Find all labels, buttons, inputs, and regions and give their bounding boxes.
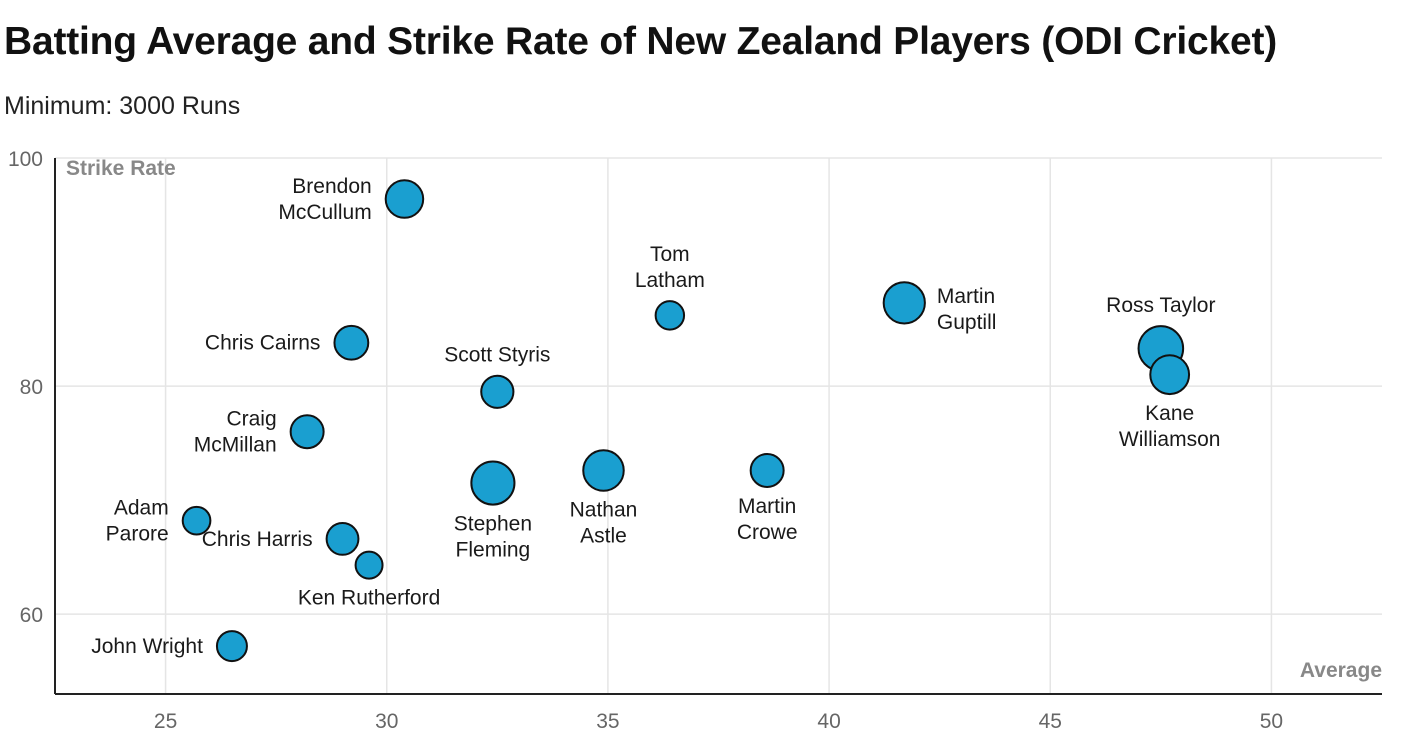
chart-subtitle: Minimum: 3000 Runs bbox=[4, 92, 241, 120]
data-point bbox=[470, 460, 516, 506]
x-tick-label: 50 bbox=[1260, 710, 1283, 733]
x-tick-label: 40 bbox=[817, 710, 840, 733]
data-point bbox=[181, 505, 212, 536]
point-label: Chris Harris bbox=[202, 528, 313, 551]
x-tick-label: 45 bbox=[1039, 710, 1062, 733]
point-label: Stephen Fleming bbox=[454, 513, 532, 562]
point-label: Brendon McCullum bbox=[278, 175, 371, 224]
point-label: Ross Taylor bbox=[1106, 294, 1215, 317]
data-point bbox=[480, 374, 515, 409]
point-label: Martin Crowe bbox=[737, 495, 798, 544]
point-label: Kane Williamson bbox=[1119, 402, 1221, 451]
y-tick-label: 100 bbox=[8, 148, 43, 171]
data-point bbox=[582, 449, 625, 492]
point-labels: Brendon McCullum Tom Latham Martin Guptill Ros… bbox=[91, 175, 1220, 658]
point-label: Scott Styris bbox=[444, 344, 550, 367]
point-label: Tom Latham bbox=[635, 243, 705, 292]
tick-labels: 25 30 35 40 45 50 60 80 100 bbox=[8, 148, 1283, 733]
data-point bbox=[384, 179, 425, 219]
x-tick-label: 35 bbox=[596, 710, 619, 733]
y-tick-label: 60 bbox=[20, 604, 43, 627]
point-label: Adam Parore bbox=[106, 497, 169, 546]
axes bbox=[54, 158, 1382, 695]
data-point bbox=[1149, 354, 1191, 396]
y-axis-title: Strike Rate bbox=[66, 157, 176, 180]
data-point bbox=[289, 414, 325, 450]
data-point bbox=[354, 550, 384, 580]
point-label: John Wright bbox=[91, 635, 203, 658]
point-label: Nathan Astle bbox=[570, 499, 638, 548]
point-label: Craig McMillan bbox=[194, 408, 277, 457]
point-label: Martin Guptill bbox=[937, 285, 997, 334]
chart-title: Batting Average and Strike Rate of New Z… bbox=[4, 20, 1278, 63]
y-tick-label: 80 bbox=[20, 376, 43, 399]
data-point bbox=[215, 630, 248, 663]
x-tick-label: 25 bbox=[154, 710, 177, 733]
data-point bbox=[882, 281, 926, 325]
data-point bbox=[654, 300, 686, 331]
data-points bbox=[181, 179, 1191, 663]
point-label: Chris Cairns bbox=[205, 332, 321, 355]
x-axis-title: Average bbox=[1300, 659, 1382, 682]
x-tick-label: 30 bbox=[375, 710, 398, 733]
data-point bbox=[333, 324, 370, 361]
point-label: Ken Rutherford bbox=[298, 587, 440, 610]
data-point bbox=[749, 452, 785, 488]
data-point bbox=[325, 521, 360, 556]
